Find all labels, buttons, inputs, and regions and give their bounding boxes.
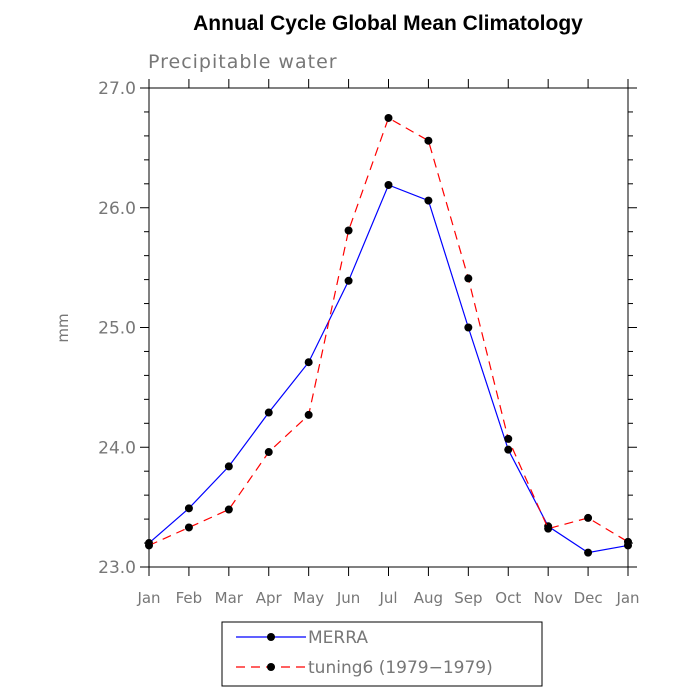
- plot-area: 23.0 24.0 25.0 26.0 27.0 Jan Feb Mar Apr May Jun Ju…: [98, 79, 640, 607]
- data-point-0: [344, 276, 353, 285]
- legend-marker-0: [267, 633, 275, 641]
- y-tick-label: 25.0: [98, 319, 136, 339]
- x-tick-label: Feb: [176, 589, 203, 607]
- data-point-1: [184, 523, 193, 532]
- data-point-0: [184, 504, 193, 513]
- data-point-1: [584, 513, 593, 522]
- x-tick-label: Jun: [336, 589, 360, 607]
- x-tick-label: Jan: [615, 589, 639, 607]
- data-point-1: [344, 226, 353, 235]
- legend: MERRA tuning6 (1979−1979): [221, 621, 543, 687]
- data-point-0: [504, 445, 513, 454]
- data-point-1: [145, 541, 153, 550]
- data-point-0: [464, 323, 473, 332]
- data-point-1: [424, 136, 433, 145]
- x-tick-label: Mar: [215, 589, 244, 607]
- data-point-0: [384, 180, 393, 189]
- x-tick-label: Jul: [378, 589, 397, 607]
- data-point-1: [544, 524, 553, 533]
- x-tick-label: Sep: [454, 589, 482, 607]
- data-point-1: [504, 434, 513, 443]
- data-point-1: [304, 410, 313, 419]
- legend-box: [221, 621, 543, 687]
- chart-subtitle: Precipitable water: [148, 51, 338, 73]
- legend-label-0: MERRA: [308, 628, 368, 648]
- data-point-1: [464, 274, 473, 283]
- data-point-0: [224, 462, 233, 471]
- data-point-1: [384, 113, 393, 122]
- data-point-1: [224, 505, 233, 514]
- legend-label-1: tuning6 (1979−1979): [308, 658, 493, 678]
- x-tick-label: Jan: [136, 589, 160, 607]
- x-tick-label: Aug: [414, 589, 443, 607]
- x-tick-label: Oct: [495, 589, 521, 607]
- y-tick-label: 23.0: [98, 558, 136, 578]
- y-tick-label: 27.0: [98, 79, 136, 99]
- data-point-0: [584, 548, 593, 557]
- data-point-1: [264, 448, 273, 457]
- plot-frame: [148, 87, 629, 568]
- data-point-1: [624, 537, 632, 546]
- data-point-0: [424, 196, 433, 205]
- y-tick-label: 24.0: [98, 438, 136, 458]
- y-axis-label: mm: [54, 313, 72, 342]
- y-tick-label: 26.0: [98, 199, 136, 219]
- series-line-0: [148, 184, 629, 554]
- x-tick-label: Nov: [534, 589, 563, 607]
- chart-title: Annual Cycle Global Mean Climatology: [193, 12, 583, 35]
- x-tick-label: Dec: [574, 589, 603, 607]
- x-tick-label: Apr: [256, 589, 283, 607]
- data-point-0: [304, 358, 313, 367]
- x-tick-label: May: [293, 589, 324, 607]
- data-point-0: [264, 408, 273, 417]
- legend-marker-1: [267, 663, 275, 671]
